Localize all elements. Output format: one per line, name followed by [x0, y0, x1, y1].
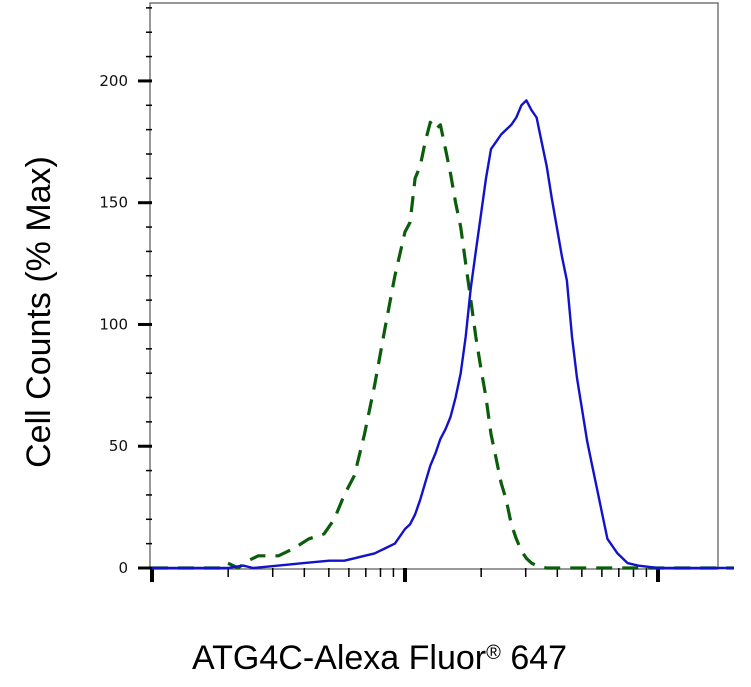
x-axis-title: ATG4C-Alexa Fluor® 647	[192, 639, 567, 677]
series-solid-line	[152, 99, 734, 570]
x-axis-title-mark: ®	[486, 642, 501, 664]
y-tick-label: 0	[118, 559, 128, 577]
y-tick-label: 50	[109, 437, 128, 455]
y-tick-label: 150	[99, 194, 128, 212]
x-axis-title-main: ATG4C-Alexa Fluor	[192, 639, 486, 677]
y-tick-label: 100	[99, 315, 128, 333]
y-axis-title: Cell Counts (% Max)	[20, 156, 58, 468]
series-dashed-line	[152, 120, 734, 570]
y-axis: 0 50 100 150 200	[99, 7, 152, 577]
series-layer	[152, 99, 734, 570]
y-tick-label: 200	[99, 72, 128, 90]
plot-frame	[149, 2, 719, 570]
x-axis-title-suffix: 647	[501, 639, 567, 677]
x-axis	[150, 568, 660, 582]
